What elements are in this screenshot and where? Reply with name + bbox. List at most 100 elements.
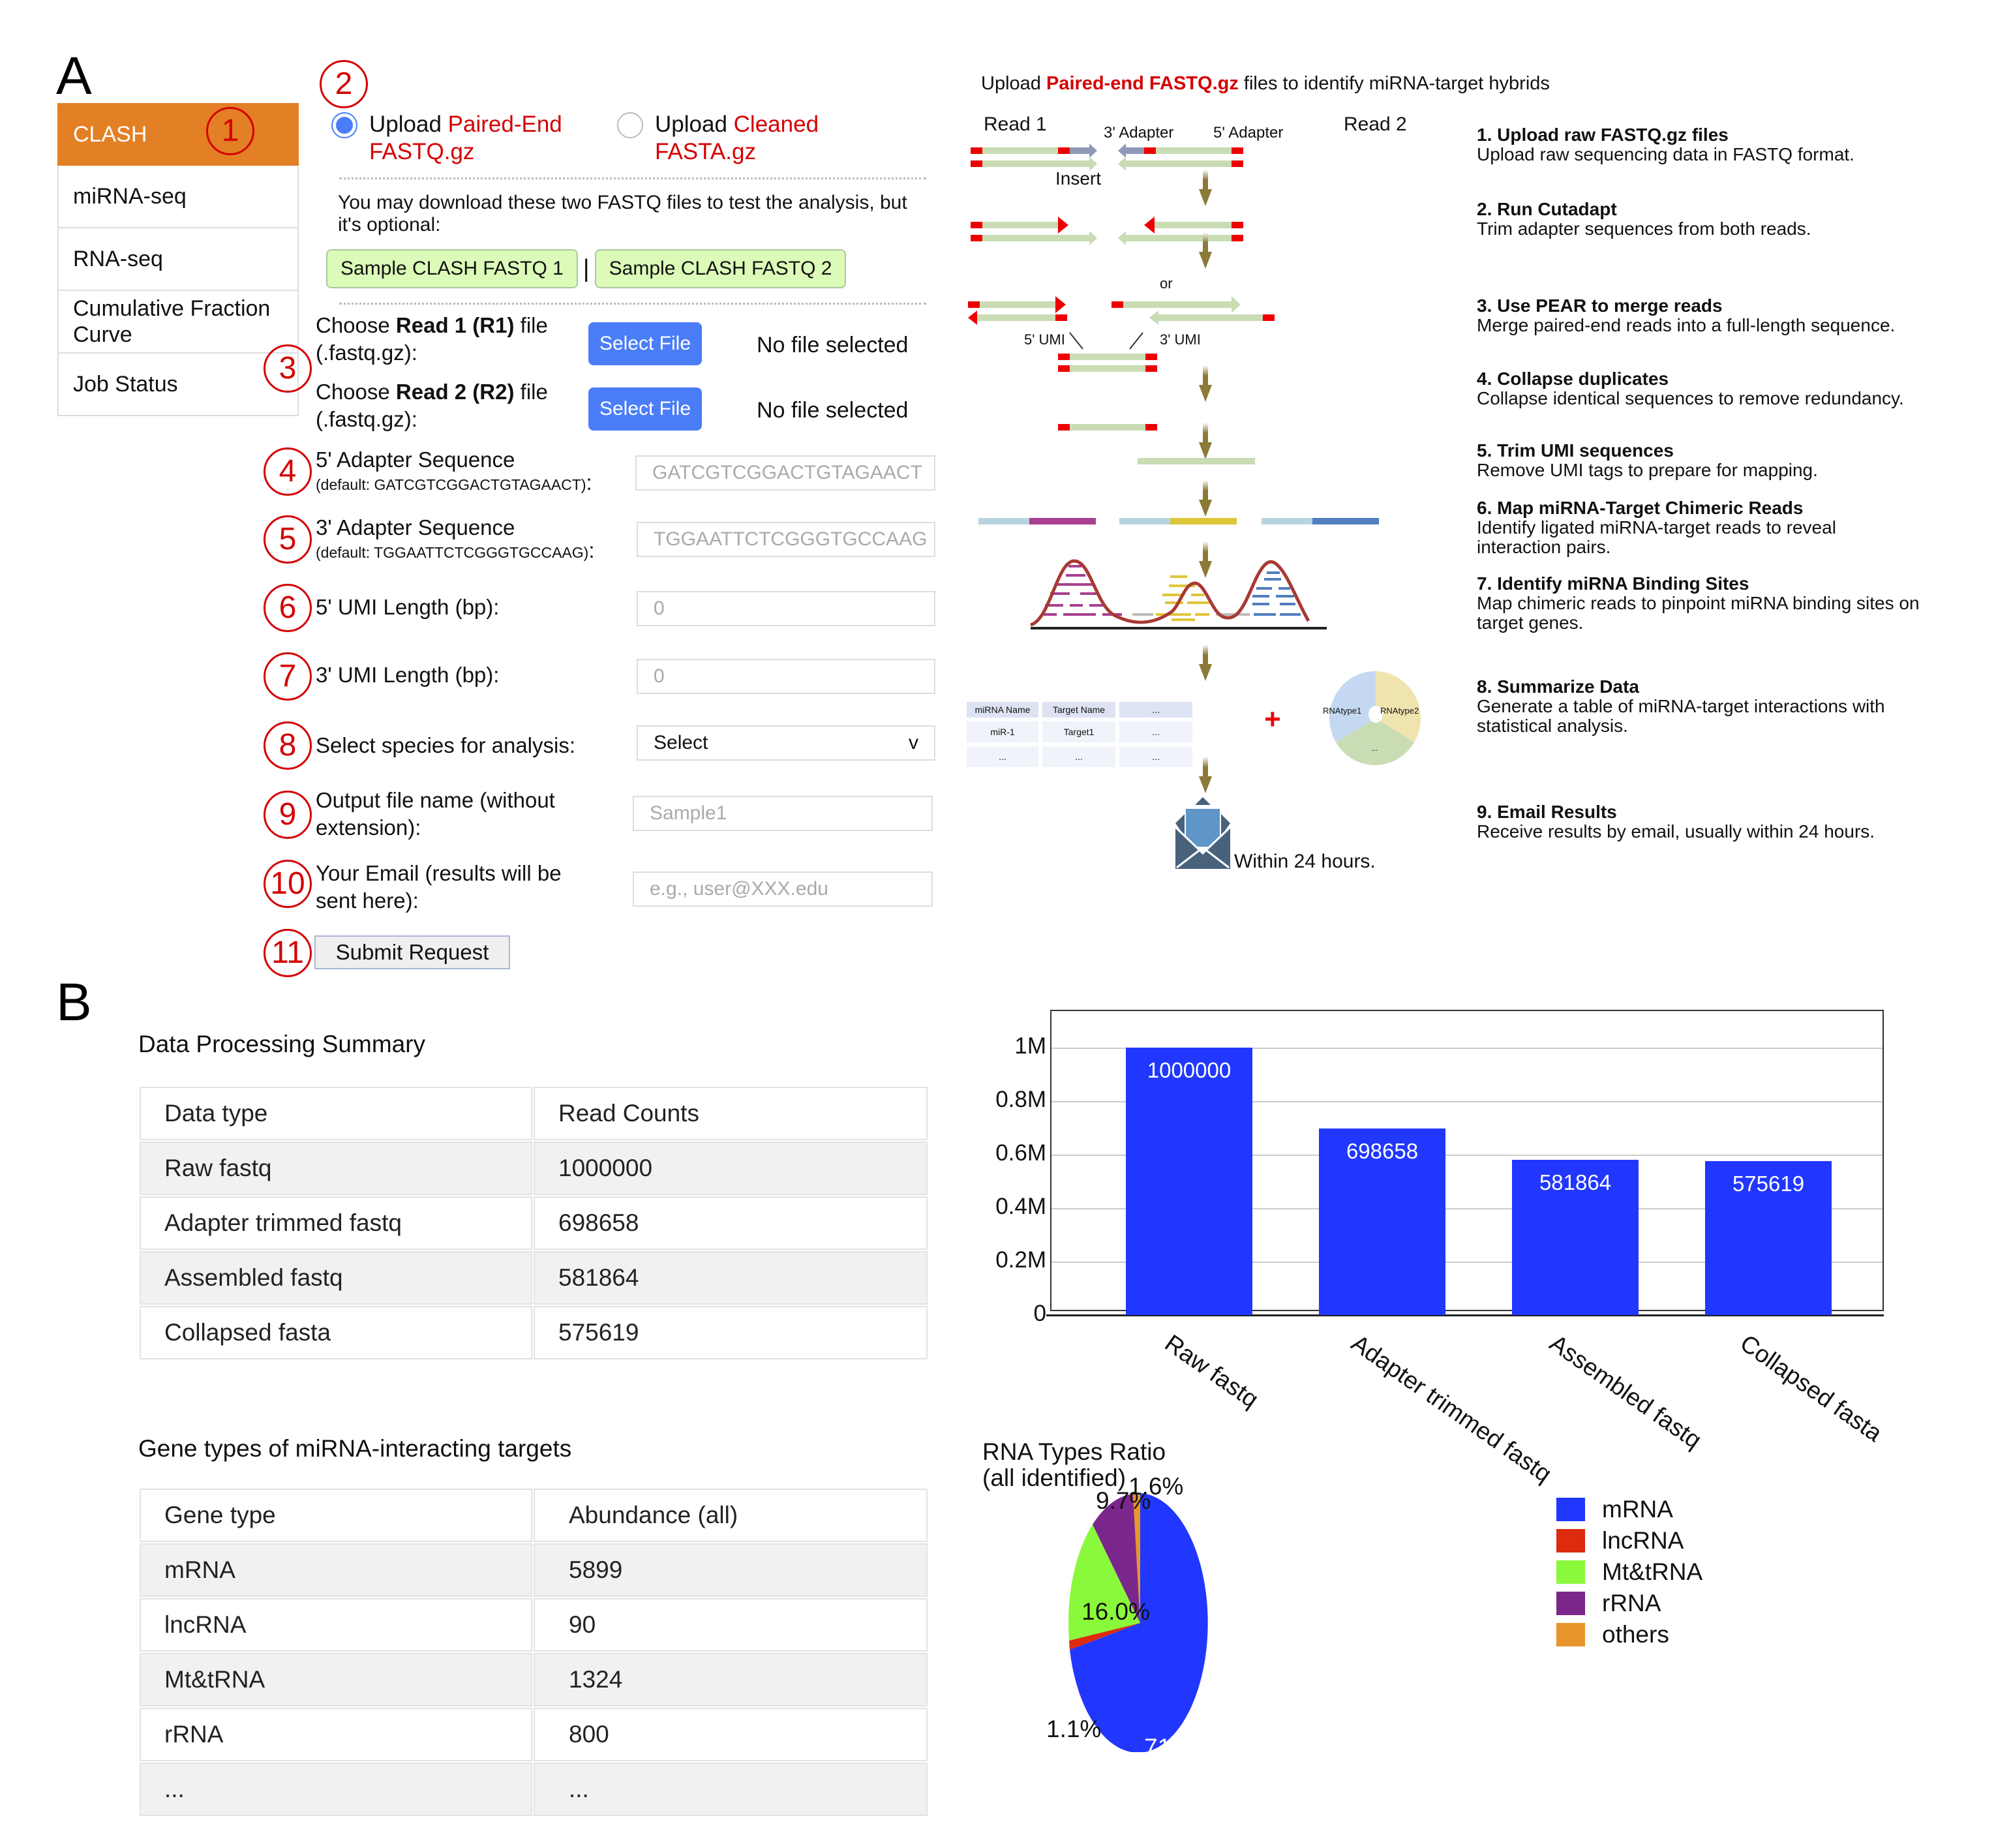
submit-request-button[interactable]: Submit Request (314, 935, 510, 969)
annotation-number: 3 (264, 344, 312, 393)
step-9: 9. Email Results Receive results by email… (1477, 802, 1875, 841)
pie-label-mt-trna: 16.0% (1081, 1598, 1150, 1625)
sample-clash-fastq-1-button[interactable]: Sample CLASH FASTQ 1 (326, 249, 578, 288)
table-header: Gene type (140, 1489, 532, 1542)
sidebar-item-rna-seq[interactable]: RNA-seq (57, 228, 299, 291)
divider (339, 177, 926, 179)
donut-label-1: RNAtype1 (1323, 706, 1362, 716)
divider (339, 303, 926, 305)
radio-option-cleaned-fasta[interactable]: Upload Cleaned FASTA.gz (617, 111, 851, 166)
label-bold: Read 1 (R1) (395, 313, 515, 337)
step-6: 6. Map miRNA-Target Chimeric Reads Identi… (1477, 498, 1920, 557)
table-cell: 1324 (534, 1653, 928, 1706)
radio-button-checked[interactable] (331, 112, 357, 138)
default-hint: (default: TGGAATTCTCGGGTGCCAAG) (316, 544, 589, 561)
table-header: Data type (140, 1087, 532, 1140)
plus-icon: + (1264, 703, 1281, 735)
table-cell: lncRNA (140, 1598, 532, 1652)
mini-table-cell: ... (967, 746, 1038, 767)
step-8: 8. Summarize Data Generate a table of miR… (1477, 677, 1946, 736)
bar-adapter-trimmed: 698658 (1319, 1128, 1445, 1315)
label-text: file (.fastq.gz): (316, 380, 548, 431)
sample-clash-fastq-2-button[interactable]: Sample CLASH FASTQ 2 (594, 249, 847, 288)
email-label: Your Email (results will be sent here): (316, 861, 562, 913)
colon: : (586, 470, 592, 494)
mini-table-cell: ... (1119, 746, 1192, 767)
y-tick: 0.2M (995, 1247, 1046, 1273)
legend-item: others (1556, 1619, 1702, 1650)
table-cell: 90 (534, 1598, 928, 1652)
legend-label: mRNA (1602, 1496, 1673, 1522)
legend-item: mRNA (1556, 1494, 1702, 1525)
sidebar-item-mirna-seq[interactable]: miRNA-seq (57, 166, 299, 228)
table-cell: rRNA (140, 1708, 532, 1761)
annotation-number: 4 (264, 447, 312, 496)
adapter3-label: 3' Adapter (1104, 124, 1174, 142)
mini-table-cell: miR-1 (967, 721, 1038, 742)
gene-table: Gene type Abundance (all) mRNA 5899 lncRNA… (138, 1487, 929, 1817)
pipeline-title: Upload Paired-end FASTQ.gz files to iden… (981, 73, 1550, 95)
select-file-read2-button[interactable]: Select File (588, 387, 702, 431)
chevron-down-icon: v (909, 732, 918, 753)
pipeline-diagram: Read 1 Read 2 3' Adapter 5' Adapter Inse… (965, 104, 1474, 900)
annotation-number: 1 (206, 107, 254, 155)
pie-label-mrna: 71.5% (1144, 1734, 1213, 1761)
table-row: Collapsed fasta 575619 (140, 1306, 928, 1359)
radio-label: Upload Paired-End FASTQ.gz (369, 111, 584, 166)
step-7: 7. Identify miRNA Binding Sites Map chime… (1477, 574, 1920, 633)
sample-note: You may download these two FASTQ files t… (338, 192, 907, 235)
donut-label-3: ... (1371, 744, 1378, 753)
adapter3-input[interactable]: TGGAATTCTCGGGTGCCAAG (637, 522, 935, 557)
panel-label-b: B (56, 973, 92, 1032)
table-cell: Collapsed fasta (140, 1306, 532, 1359)
label-text: 5' Adapter Sequence (316, 447, 515, 472)
sidebar-item-cumulative-fraction-curve[interactable]: Cumulative Fraction Curve (57, 291, 299, 354)
umi3-input[interactable]: 0 (637, 659, 935, 694)
insert-label: Insert (1055, 168, 1102, 189)
read2-file-status: No file selected (757, 398, 909, 423)
or-label: or (1160, 275, 1173, 292)
species-select[interactable]: Select v (637, 725, 935, 761)
step-title: 7. Identify miRNA Binding Sites (1477, 573, 1749, 594)
table-cell: 581864 (534, 1251, 928, 1305)
table-header: Read Counts (534, 1087, 928, 1140)
label-bold: Read 2 (R2) (395, 380, 515, 404)
table-cell: 800 (534, 1708, 928, 1761)
step-desc: Receive results by email, usually within… (1477, 821, 1875, 841)
adapter5-input[interactable]: GATCGTCGGACTGTAGAACT (635, 455, 935, 491)
mini-table-cell: ... (1119, 721, 1192, 742)
annotation-number: 10 (264, 860, 312, 908)
annotation-number: 11 (264, 929, 312, 977)
pie-label-others: 1.6% (1128, 1473, 1184, 1500)
output-filename-input[interactable]: Sample1 (633, 796, 933, 831)
step-2: 2. Run Cutadapt Trim adapter sequences fr… (1477, 200, 1811, 239)
umi3-label: 3' UMI (1160, 331, 1201, 348)
table-row: Raw fastq 1000000 (140, 1142, 928, 1195)
select-file-read1-button[interactable]: Select File (588, 322, 702, 365)
step-title: 3. Use PEAR to merge reads (1477, 295, 1723, 316)
table-cell: Adapter trimmed fastq (140, 1196, 532, 1250)
sidebar-item-label: CLASH (73, 122, 147, 147)
table-cell: 5899 (534, 1543, 928, 1597)
sidebar-item-job-status[interactable]: Job Status (57, 354, 299, 416)
radio-option-paired-end[interactable]: Upload Paired-End FASTQ.gz (331, 111, 584, 166)
radio-button-unchecked[interactable] (617, 112, 643, 138)
sidebar-item-clash[interactable]: CLASH (57, 103, 299, 166)
email-input[interactable]: e.g., user@XXX.edu (633, 871, 933, 907)
step-desc: Remove UMI tags to prepare for mapping. (1477, 460, 1818, 480)
umi5-input[interactable]: 0 (637, 591, 935, 626)
species-label: Select species for analysis: (316, 733, 576, 757)
mini-table-header: ... (1119, 702, 1192, 718)
step-title: 5. Trim UMI sequences (1477, 440, 1674, 461)
table-cell: 1000000 (534, 1142, 928, 1195)
annotation-number: 8 (264, 721, 312, 770)
annotation-number: 9 (264, 791, 312, 839)
table-cell: ... (534, 1763, 928, 1816)
step-desc: Trim adapter sequences from both reads. (1477, 219, 1811, 239)
step-desc: Generate a table of miRNA-target interac… (1477, 696, 1885, 736)
summary-table-illustration: miRNA Name Target Name ... miR-1 Target1… (967, 702, 1192, 767)
radio-label-prefix: Upload (369, 112, 442, 137)
annotation-number: 7 (264, 652, 312, 701)
step-5: 5. Trim UMI sequences Remove UMI tags to … (1477, 441, 1818, 480)
step-title: 6. Map miRNA-Target Chimeric Reads (1477, 498, 1804, 518)
